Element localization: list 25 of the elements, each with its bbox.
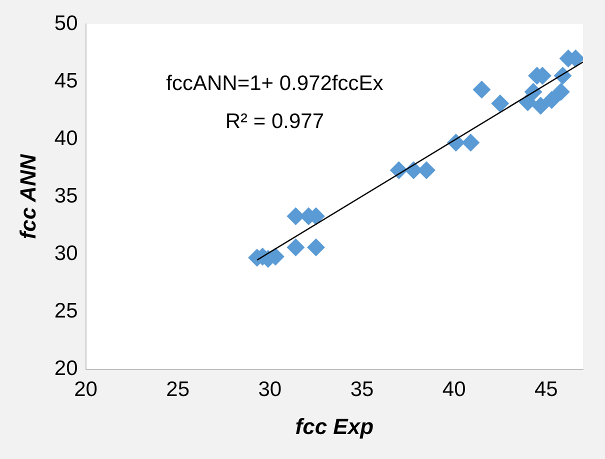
annotation: R² = 0.977 xyxy=(225,110,324,133)
x-tick-label: 20 xyxy=(74,378,98,401)
y-tick-label: 20 xyxy=(54,357,78,380)
y-tick-label: 40 xyxy=(54,126,78,150)
y-axis-title: fcc ANN xyxy=(15,153,40,240)
y-tick-label: 35 xyxy=(54,184,78,208)
x-tick-label: 25 xyxy=(166,378,190,401)
x-tick-label: 40 xyxy=(442,378,466,401)
y-tick-label: 50 xyxy=(54,12,78,35)
point xyxy=(286,238,305,256)
x-axis-title: fcc Exp xyxy=(295,414,374,439)
point xyxy=(542,90,561,109)
point xyxy=(462,134,480,152)
point xyxy=(306,238,325,256)
x-tick-label: 45 xyxy=(534,378,558,401)
point xyxy=(491,94,510,112)
y-tick-label: 25 xyxy=(54,300,78,323)
x-tick-label: 30 xyxy=(258,378,282,401)
point xyxy=(552,82,570,101)
x-tick-label: 35 xyxy=(350,378,374,401)
annotation: fccANN=1+ 0.972fccEx xyxy=(166,72,384,95)
point xyxy=(472,80,491,99)
y-tick-label: 45 xyxy=(54,69,78,92)
y-tick-label: 30 xyxy=(54,242,78,266)
point xyxy=(532,96,550,115)
